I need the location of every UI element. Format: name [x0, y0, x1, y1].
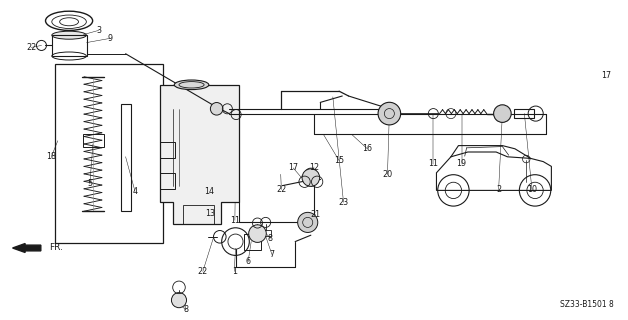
Text: 8: 8 — [268, 234, 273, 243]
Text: 18: 18 — [46, 152, 57, 161]
Circle shape — [378, 102, 401, 125]
Polygon shape — [160, 85, 239, 224]
Bar — [52, 35, 87, 56]
Text: 11: 11 — [428, 159, 438, 168]
Text: 16: 16 — [362, 144, 372, 153]
Bar — [83, 134, 104, 147]
Text: 1: 1 — [232, 267, 237, 276]
Text: 21: 21 — [310, 210, 320, 219]
Text: 11: 11 — [230, 216, 240, 225]
Text: 23: 23 — [338, 198, 349, 207]
Bar — [261, 230, 271, 236]
Bar — [160, 142, 175, 158]
Circle shape — [302, 169, 320, 186]
Bar — [183, 205, 214, 224]
Text: 20: 20 — [382, 170, 392, 179]
Text: 15: 15 — [334, 156, 344, 165]
Text: 8: 8 — [183, 305, 188, 314]
Bar — [244, 234, 261, 250]
Text: 2: 2 — [496, 185, 501, 194]
Text: 17: 17 — [288, 164, 298, 172]
Text: 5: 5 — [87, 180, 92, 188]
Text: FR.: FR. — [50, 243, 63, 252]
FancyArrow shape — [13, 244, 41, 252]
Bar — [160, 173, 175, 189]
Bar — [121, 104, 131, 211]
Text: 10: 10 — [527, 185, 537, 194]
Ellipse shape — [51, 31, 87, 39]
Text: 17: 17 — [601, 71, 611, 80]
Text: 6: 6 — [246, 257, 251, 266]
Ellipse shape — [174, 80, 208, 90]
Bar — [55, 64, 163, 243]
Circle shape — [494, 105, 511, 122]
Circle shape — [249, 225, 266, 242]
Text: 19: 19 — [457, 159, 467, 168]
Text: SZ33-B1501 8: SZ33-B1501 8 — [560, 300, 614, 309]
Text: 3: 3 — [96, 26, 101, 35]
Text: 22: 22 — [276, 185, 286, 194]
Text: 22: 22 — [198, 267, 208, 276]
Circle shape — [210, 102, 223, 115]
Bar — [514, 109, 534, 118]
Text: 14: 14 — [204, 187, 214, 196]
Text: 12: 12 — [309, 163, 319, 172]
Text: 22: 22 — [26, 43, 36, 52]
Circle shape — [298, 212, 318, 232]
Circle shape — [171, 292, 187, 308]
Text: 13: 13 — [205, 209, 215, 218]
Text: 9: 9 — [107, 34, 112, 43]
Text: 4: 4 — [133, 187, 138, 196]
Text: 7: 7 — [269, 250, 274, 259]
